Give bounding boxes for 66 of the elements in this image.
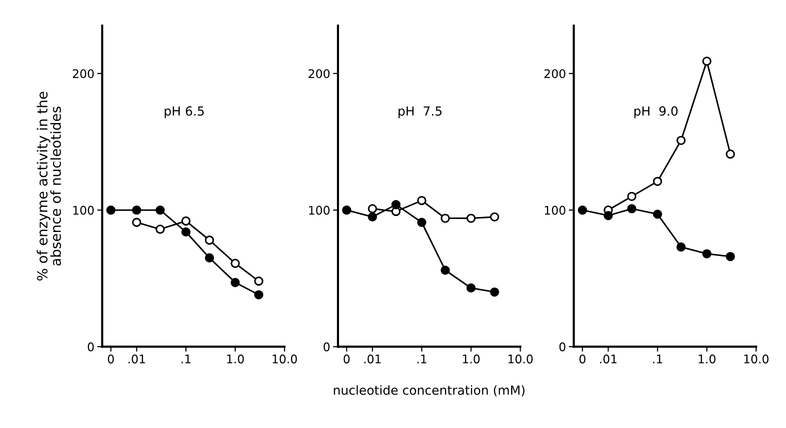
point [204, 236, 214, 245]
point [181, 216, 191, 226]
point [254, 290, 264, 300]
annotation: pH 9.0 [634, 106, 678, 118]
y-tick-label: 100 [544, 206, 566, 215]
point [417, 218, 426, 227]
y-tick-label: 0 [559, 342, 566, 352]
point [604, 210, 613, 220]
y-tick-label: 100 [73, 206, 94, 215]
point [702, 249, 712, 258]
y-tick-label: 200 [544, 69, 566, 78]
point [490, 212, 500, 222]
point [156, 224, 165, 234]
x-tick-label: 0 [108, 354, 114, 364]
y-tick-label: 0 [88, 342, 94, 352]
y-tick-label: 200 [72, 69, 94, 78]
y-tick-label: 0 [324, 342, 330, 352]
point [230, 278, 240, 288]
x-tick-label: .1 [653, 354, 662, 364]
y-axis-title: % of enzyme activity in the absence of nucleotides [36, 92, 61, 281]
point [466, 214, 476, 223]
point [676, 242, 686, 252]
x-tick-label: .01 [128, 354, 145, 364]
y-tick-label: 100 [309, 206, 330, 215]
x-tick-label: .01 [364, 354, 381, 364]
point [652, 176, 662, 186]
point [391, 200, 401, 210]
point [652, 210, 662, 219]
y-tick-label: 200 [308, 69, 330, 78]
x-tick-label: 1.0 [227, 354, 244, 364]
point [181, 227, 191, 237]
x-tick-label: .01 [600, 354, 617, 364]
point [417, 196, 426, 206]
point [676, 136, 686, 146]
x-axis-title: nucleotide concentration (mM) [334, 385, 524, 396]
x-tick-label: 0 [344, 354, 350, 364]
point [578, 206, 588, 215]
point [132, 218, 142, 227]
point [230, 258, 240, 268]
point [440, 214, 450, 223]
point [106, 206, 116, 215]
point [368, 204, 378, 214]
x-tick-label: 1.0 [698, 354, 716, 364]
x-tick-label: .1 [417, 354, 426, 364]
x-tick-label: 0 [579, 354, 586, 364]
point [204, 253, 214, 262]
x-tick-label: .1 [182, 354, 190, 364]
x-tick-label: 10.0 [508, 354, 533, 364]
x-tick-label: 10.0 [272, 354, 297, 364]
point [702, 56, 712, 66]
x-tick-label: 10.0 [744, 354, 768, 364]
annotation: pH 6.5 [164, 106, 204, 118]
x-tick-label: 1.0 [462, 354, 480, 364]
point [627, 192, 636, 202]
point [466, 283, 476, 293]
point [342, 206, 352, 215]
point [254, 276, 264, 286]
point [726, 252, 735, 262]
annotation: pH 7.5 [398, 106, 442, 118]
point [440, 266, 450, 275]
point [726, 149, 735, 159]
point [132, 206, 142, 215]
point [627, 204, 636, 214]
point [490, 287, 500, 297]
point [368, 212, 378, 222]
point [156, 206, 165, 215]
